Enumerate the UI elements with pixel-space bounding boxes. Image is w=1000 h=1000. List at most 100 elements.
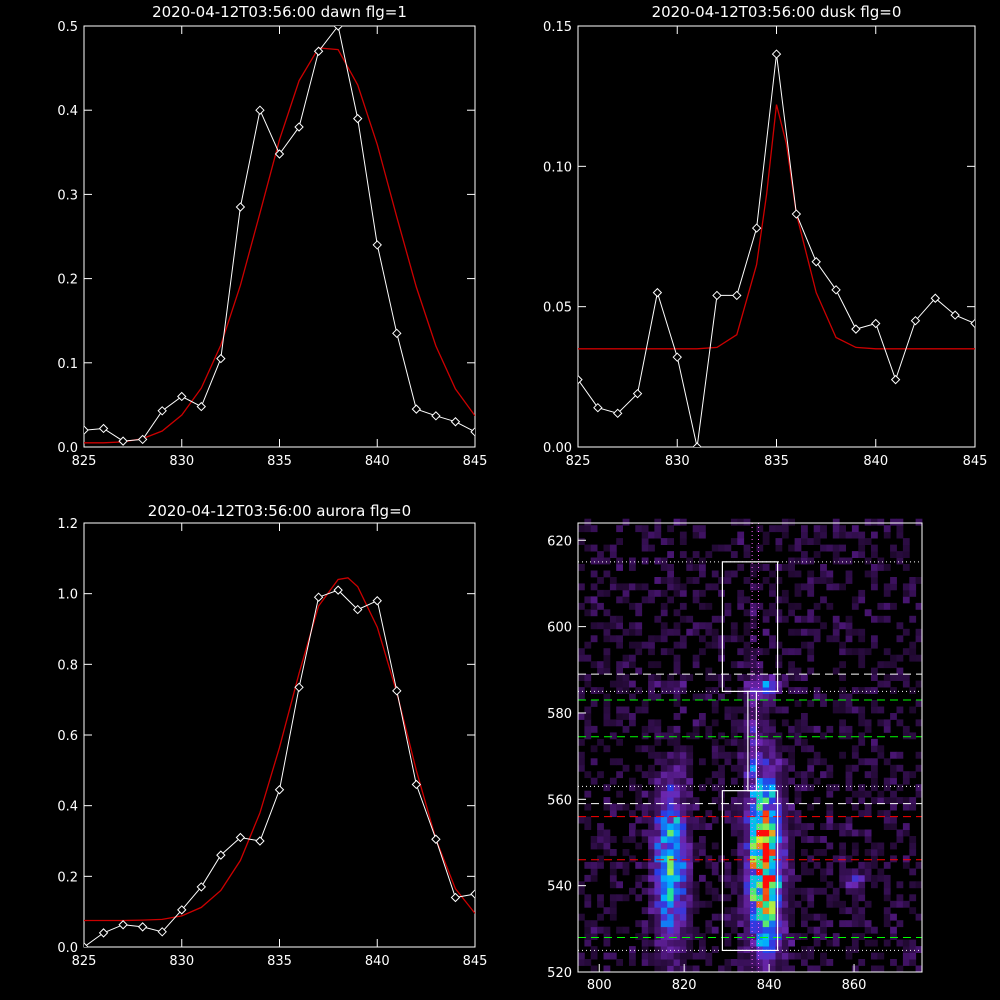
heatmap-cell <box>788 745 795 753</box>
heatmap-cell <box>648 959 655 966</box>
heatmap-cell <box>877 680 885 688</box>
heatmap-cell <box>781 836 789 843</box>
heatmap-cell <box>724 602 732 610</box>
heatmap-cell <box>851 596 859 604</box>
heatmap-cell <box>673 667 681 675</box>
heatmap-cell <box>686 946 694 953</box>
heatmap-cell <box>801 861 808 869</box>
heatmap-cell <box>743 551 751 558</box>
heatmap-cell <box>584 894 592 902</box>
heatmap-cell <box>718 589 725 597</box>
heatmap-cell <box>724 965 732 973</box>
heatmap-cell <box>679 706 687 714</box>
heatmap-cell <box>769 570 776 578</box>
heatmap-cell <box>762 849 770 856</box>
heatmap-cell <box>813 913 821 921</box>
dawn-fit-line <box>84 47 475 444</box>
heatmap-cell <box>679 887 687 895</box>
heatmap-cell <box>813 933 821 940</box>
heatmap-cell <box>820 926 827 934</box>
heatmap-cell <box>794 628 802 636</box>
heatmap-cell <box>743 771 751 779</box>
dawn-data-point <box>235 202 246 212</box>
heatmap-cell <box>641 700 649 707</box>
heatmap-cell <box>622 518 630 526</box>
heatmap-cell <box>660 622 668 630</box>
heatmap-cell <box>826 881 834 889</box>
heatmap-cell <box>718 641 725 649</box>
heatmap-cell <box>769 946 776 953</box>
heatmap-cell <box>730 628 738 636</box>
heatmap-cell <box>584 596 592 604</box>
heatmap-cell <box>762 894 770 902</box>
heatmap-cell <box>788 939 795 947</box>
heatmap-cell <box>584 609 592 617</box>
heatmap-cell <box>641 952 649 960</box>
heatmap-cell <box>590 700 598 707</box>
heatmap-cell <box>603 648 611 656</box>
heatmap-cell <box>864 861 872 869</box>
heatmap-cell <box>679 531 687 539</box>
heatmap-cell <box>673 861 681 869</box>
heatmap-cell <box>584 959 592 966</box>
heatmap-cell <box>590 920 598 928</box>
heatmap-cell <box>781 564 789 571</box>
heatmap-cell <box>807 868 815 876</box>
heatmap-cell <box>858 706 866 714</box>
heatmap-cell <box>775 732 783 740</box>
heatmap-cell <box>845 946 853 953</box>
heatmap-cell <box>673 687 681 694</box>
dawn-y-tick-label: 0.0 <box>57 441 78 456</box>
heatmap-cell <box>909 894 917 902</box>
heatmap-cell <box>609 810 617 817</box>
heatmap-cell <box>724 959 732 966</box>
heatmap-cell <box>756 777 764 785</box>
heatmap-cell <box>616 674 623 681</box>
heatmap-cell <box>673 816 681 824</box>
heatmap-cell <box>801 725 808 733</box>
aurora-y-tick-label: 1.0 <box>57 588 78 603</box>
heatmap-cell <box>699 836 706 843</box>
heatmap-cell <box>883 784 891 792</box>
heatmap-cell <box>743 596 751 604</box>
heatmap-cell <box>858 738 866 746</box>
heatmap-cell <box>622 596 630 604</box>
heatmap-cell <box>705 823 713 830</box>
heatmap-cell <box>597 771 604 779</box>
heatmap-cell <box>654 732 662 740</box>
heatmap-cell <box>807 570 815 578</box>
heatmap-cell <box>807 628 815 636</box>
aurora-data-point <box>84 942 89 947</box>
heatmap-cell <box>851 648 859 656</box>
heatmap-cell <box>890 933 897 940</box>
heatmap-cell <box>871 700 878 707</box>
heatmap-cell <box>724 635 732 643</box>
heatmap-cell <box>871 926 878 934</box>
heatmap-cell <box>871 745 878 753</box>
heatmap-cell <box>590 874 598 882</box>
heatmap-cell <box>622 894 630 902</box>
heatmap-cell <box>699 622 706 630</box>
aurora-data-point <box>118 920 128 930</box>
heatmap-cell <box>692 732 700 740</box>
heatmap-cell <box>673 583 681 591</box>
aurora-data-point <box>274 785 285 795</box>
heatmap-cell <box>877 842 885 850</box>
heatmap-cell <box>609 861 617 869</box>
heatmap-cell <box>603 797 611 804</box>
heatmap-cell <box>737 881 745 889</box>
heatmap-cell <box>756 661 764 669</box>
heatmap-cell <box>590 745 598 753</box>
heatmap-cell <box>686 771 694 779</box>
heatmap-cell <box>660 680 668 688</box>
heatmap-cell <box>762 764 770 772</box>
heatmap-cell <box>794 674 802 681</box>
heatmap-cell <box>737 887 745 895</box>
heatmap-cell <box>616 635 623 643</box>
heatmap-cell <box>724 713 732 720</box>
heatmap-cell <box>616 596 623 604</box>
dusk-data-point <box>692 442 702 447</box>
heatmap-cell <box>896 706 904 714</box>
heatmap-cell <box>845 868 853 876</box>
heatmap-cell <box>871 583 878 591</box>
